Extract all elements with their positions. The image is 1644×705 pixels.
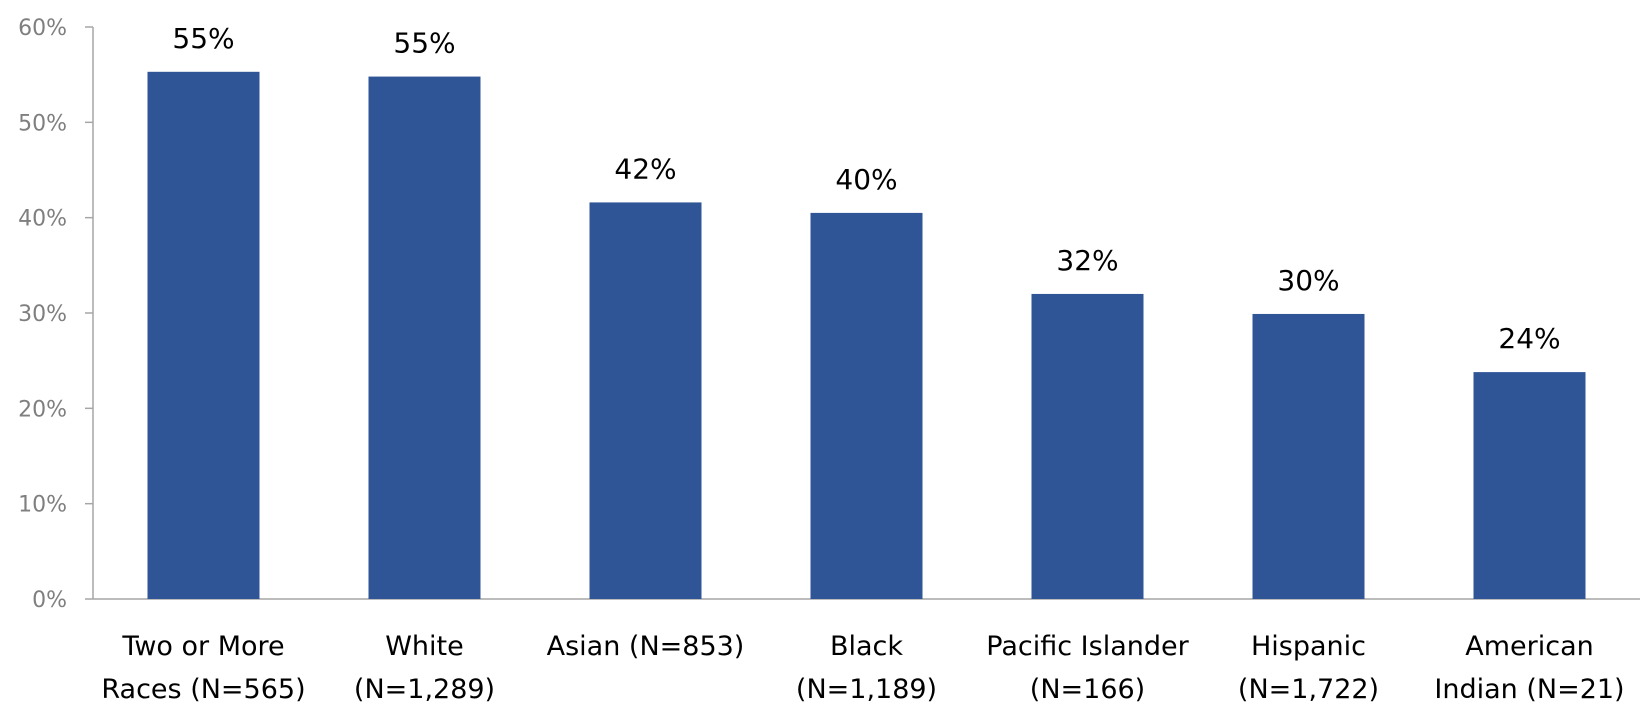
y-tick-label: 40% — [18, 207, 67, 232]
bar — [810, 212, 923, 599]
y-tick-label: 30% — [18, 302, 67, 327]
y-tick-label: 0% — [32, 588, 67, 613]
category-label: Indian (N=21) — [1434, 674, 1624, 705]
data-label: 24% — [1498, 322, 1560, 355]
category-label: Black — [830, 631, 903, 662]
category-label: American — [1465, 631, 1594, 662]
category-label: Races (N=565) — [101, 674, 305, 705]
category-label: (N=1,189) — [796, 674, 937, 705]
y-tick-label: 10% — [18, 493, 67, 518]
data-label: 40% — [835, 163, 897, 196]
category-label: (N=1,289) — [354, 674, 495, 705]
bar — [589, 202, 702, 599]
y-tick-label: 20% — [18, 397, 67, 422]
bar — [1252, 313, 1365, 599]
bar — [368, 76, 481, 599]
category-label: Two or More — [121, 631, 284, 662]
data-label: 30% — [1277, 264, 1339, 297]
labels: 55% Two or More Races (N=565) 55% White (N=1,… — [101, 22, 1624, 705]
data-label: 55% — [393, 27, 455, 60]
category-label: (N=166) — [1030, 674, 1145, 705]
category-label: White — [385, 631, 464, 662]
axes: 0% 10% 20% 30% 40% 50% 60% — [18, 16, 1640, 613]
y-tick-label: 60% — [18, 16, 67, 41]
data-label: 42% — [614, 152, 676, 185]
category-label: Hispanic — [1251, 631, 1366, 662]
bar — [1031, 293, 1144, 599]
bars — [147, 71, 1586, 600]
category-label: Asian (N=853) — [547, 631, 745, 662]
category-label: Pacific Islander — [986, 631, 1189, 662]
y-tick-label: 50% — [18, 111, 67, 136]
bar — [1473, 372, 1586, 599]
data-label: 55% — [172, 22, 234, 55]
data-label: 32% — [1056, 244, 1118, 277]
bar — [147, 71, 260, 600]
category-label: (N=1,722) — [1238, 674, 1379, 705]
